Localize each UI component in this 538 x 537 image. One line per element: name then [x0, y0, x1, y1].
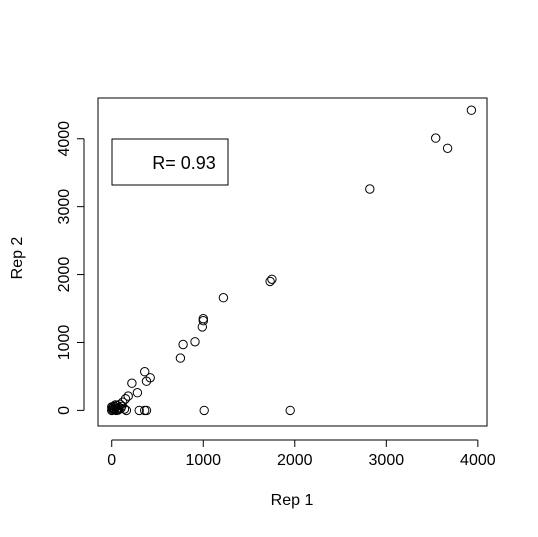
- x-tick-label-0: 0: [107, 452, 116, 469]
- correlation-legend: R= 0.93: [112, 139, 228, 185]
- y-tick-label-4000: 4000: [56, 121, 73, 157]
- x-tick-label-1000: 1000: [185, 452, 221, 469]
- x-tick-label-2000: 2000: [277, 452, 313, 469]
- y-tick-label-1000: 1000: [56, 325, 73, 361]
- y-tick-label-0: 0: [56, 406, 73, 415]
- y-tick-label-3000: 3000: [56, 189, 73, 225]
- x-tick-label-4000: 4000: [460, 452, 496, 469]
- correlation-label: R= 0.93: [152, 153, 216, 173]
- y-tick-label-2000: 2000: [56, 257, 73, 293]
- x-tick-label-3000: 3000: [369, 452, 405, 469]
- y-axis-label: Rep 2: [9, 237, 26, 280]
- x-axis-label: Rep 1: [271, 492, 314, 509]
